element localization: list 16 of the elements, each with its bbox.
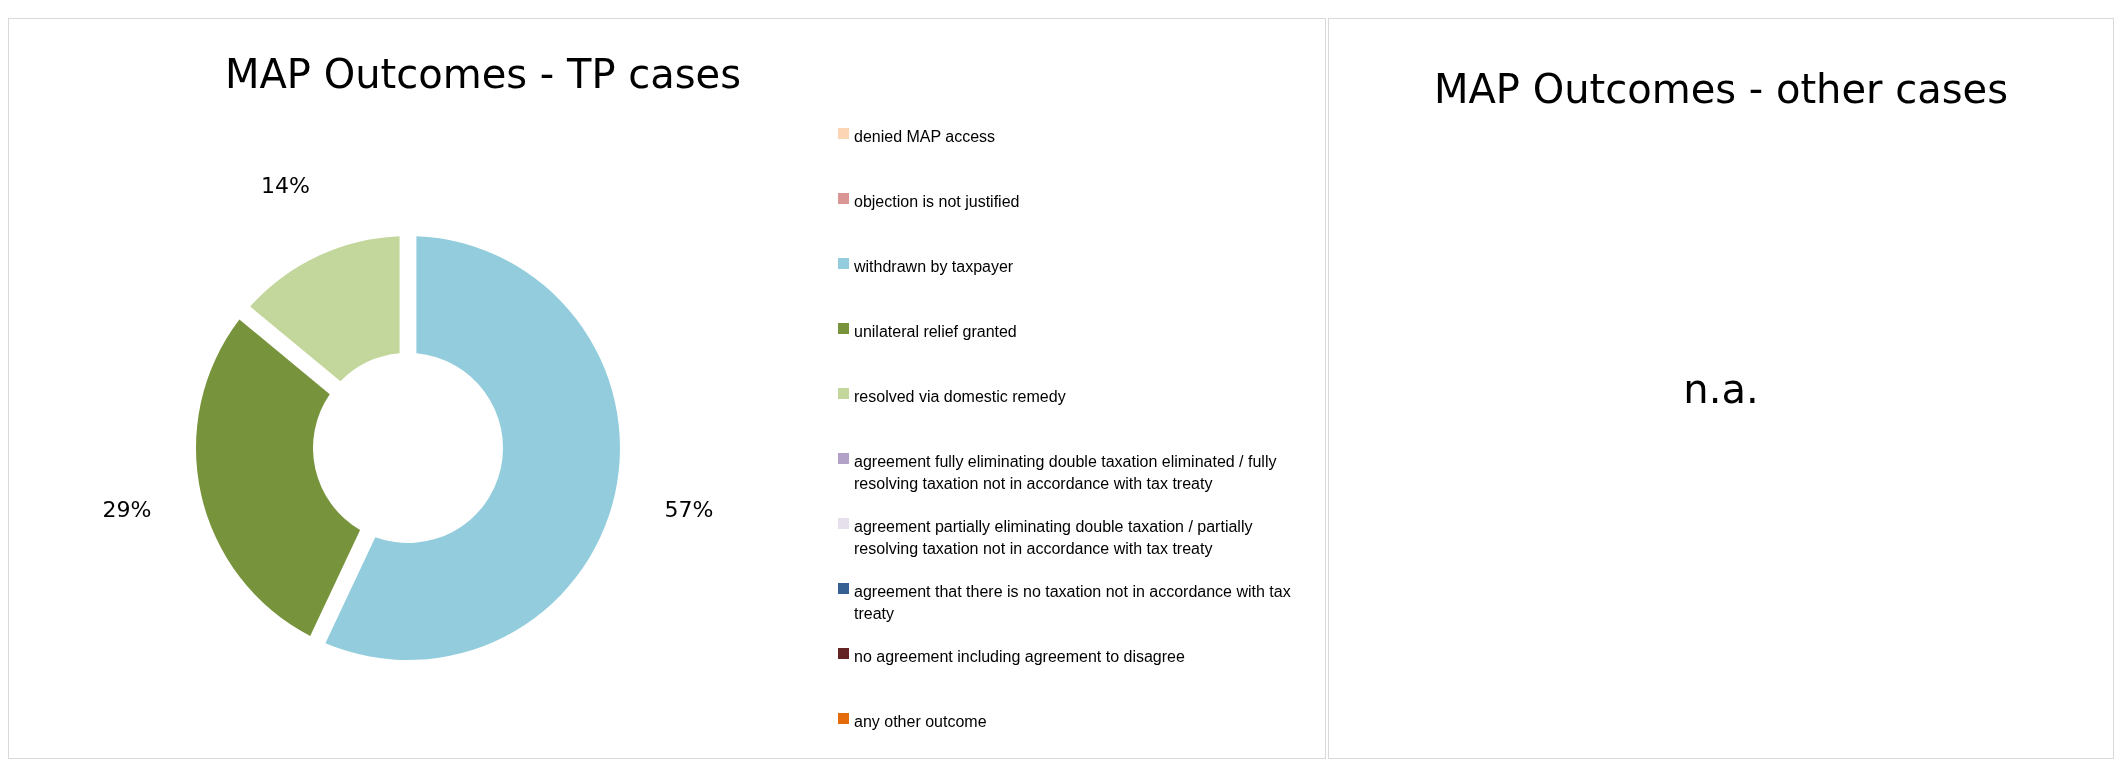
legend-label: objection is not justified bbox=[854, 193, 1020, 211]
chart-title: MAP Outcomes - TP cases bbox=[224, 51, 742, 97]
legend-label: unilateral relief granted bbox=[854, 323, 1017, 341]
data-label: 14% bbox=[260, 173, 310, 199]
data-label: 29% bbox=[102, 496, 152, 522]
text: n.a. bbox=[1683, 366, 1759, 412]
legend-label: agreement partially eliminating double taxation / partially resolving taxation not in accordance with tax treaty bbox=[854, 518, 1253, 558]
legend-label: no agreement including agreement to disagree bbox=[854, 648, 1185, 666]
legend-label: denied MAP access bbox=[854, 128, 996, 146]
legend-label: agreement fully eliminating double taxation eliminated / fully resolving taxation not in accordance with tax treaty bbox=[854, 453, 1277, 493]
legend-label: resolved via domestic remedy bbox=[854, 388, 1066, 406]
legend-label: any other outcome bbox=[854, 713, 987, 731]
data-label: 57% bbox=[664, 496, 714, 522]
text: MAP Outcomes - other cases bbox=[1433, 66, 2009, 112]
legend-label: withdrawn by taxpayer bbox=[853, 258, 1014, 276]
legend-label: agreement that there is no taxation not in accordance with tax treaty bbox=[854, 583, 1291, 623]
